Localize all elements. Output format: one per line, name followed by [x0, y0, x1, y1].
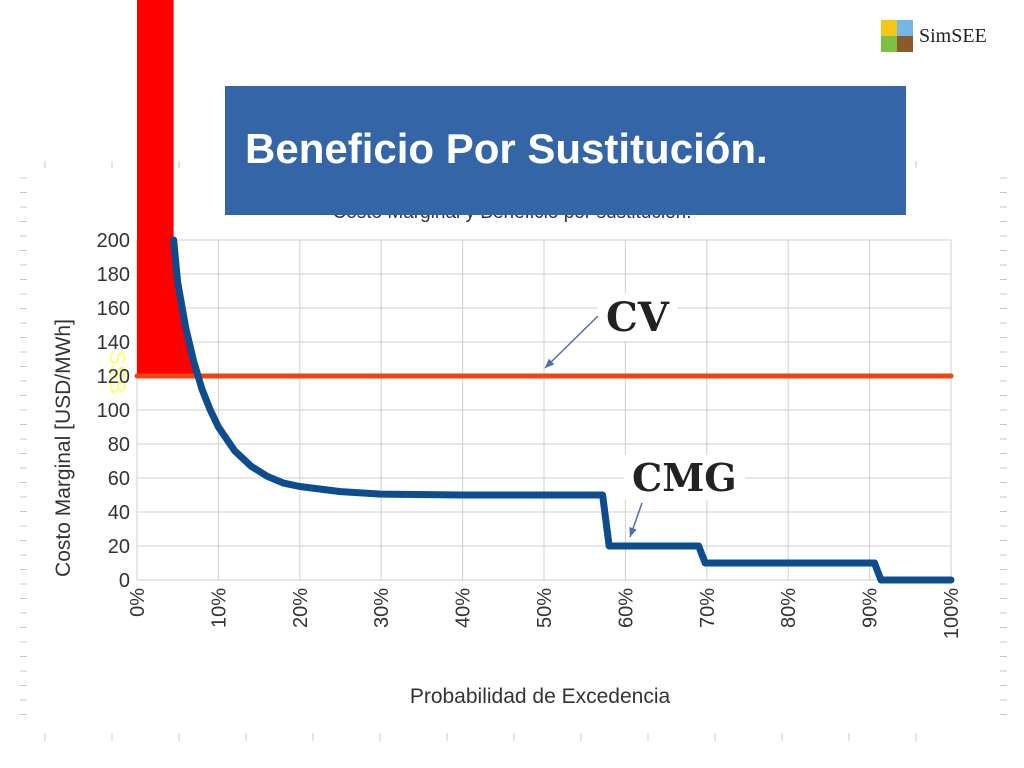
y-tick-label: 0 [119, 570, 130, 592]
y-tick-label: 100 [97, 400, 130, 422]
logo-mark-icon [881, 20, 913, 52]
y-tick-label: 160 [97, 298, 130, 320]
y-tick-label: 200 [97, 230, 130, 252]
x-tick-label: 50% [534, 588, 556, 628]
logo-text: SimSEE [919, 24, 987, 47]
simsee-logo: SimSEE [881, 20, 987, 52]
x-tick-label: 20% [290, 588, 312, 628]
series-line-cmg [170, 236, 955, 584]
cv-arrow-head [545, 358, 555, 368]
cmg-arrow-head [629, 527, 637, 537]
x-axis-label: Probabilidad de Excedencia [410, 685, 671, 708]
y-tick-label: 40 [108, 502, 130, 524]
y-tick-label: 140 [97, 332, 130, 354]
y-axis-label: Costo Marginal [USD/MWh] [52, 319, 75, 577]
x-tick-label: 100% [941, 588, 963, 639]
x-tick-label: 30% [371, 588, 393, 628]
y-tick-label: 180 [97, 264, 130, 286]
x-tick-label: 60% [615, 588, 637, 628]
slide-title: Beneficio Por Sustitución. [245, 124, 768, 172]
axis-ticks: 0 20 40 60 80 100 120 140 160 180 200 0% 10% 20% 30% 40… [97, 230, 963, 639]
arrow-layer [544, 315, 643, 538]
y-tick-label: 60 [108, 468, 130, 490]
area-layer: SSB [105, 0, 199, 394]
grid [136, 239, 952, 581]
benefit-area [137, 0, 199, 376]
y-tick-label: 120 [97, 366, 130, 388]
x-tick-label: 40% [453, 588, 475, 628]
cv-callout: CV [598, 294, 677, 341]
cv-arrow [544, 315, 599, 369]
series-layer [134, 236, 955, 584]
x-tick-label: 80% [778, 588, 800, 628]
area-label: SSB [105, 350, 130, 394]
y-tick-label: 80 [108, 434, 130, 456]
x-tick-label: 70% [697, 588, 719, 628]
y-tick-label: 20 [108, 536, 130, 558]
title-banner: Beneficio Por Sustitución. [225, 86, 906, 215]
x-tick-label: 10% [208, 588, 230, 628]
cmg-callout: CMG [624, 455, 745, 500]
x-tick-label: 90% [860, 588, 882, 628]
x-tick-label: 0% [127, 588, 149, 617]
